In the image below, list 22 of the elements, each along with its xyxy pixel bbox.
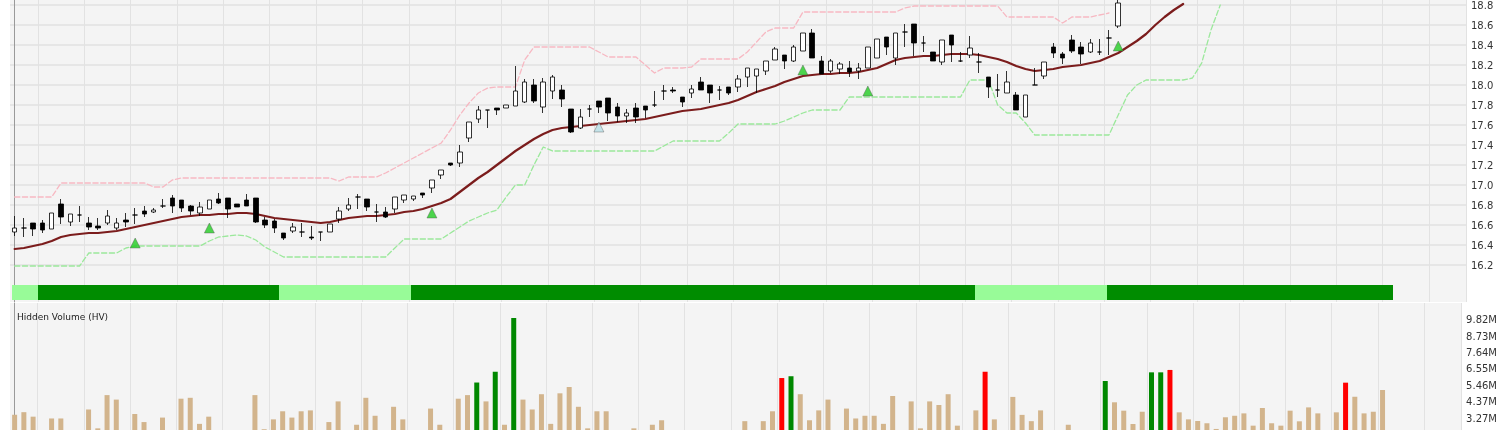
y-tick-label: 5.46M [1466, 379, 1498, 391]
y-tick-label: 8.73M [1466, 330, 1498, 342]
y-tick-label: 17.0 [1471, 179, 1494, 191]
text: Hidden Volume (HV) [17, 311, 109, 322]
y-tick-label: 18.6 [1471, 19, 1494, 31]
y-tick-label: 4.37M [1466, 396, 1498, 408]
y-tick-label: 18.2 [1471, 59, 1494, 71]
y-tick-label: 9.82M [1466, 314, 1498, 326]
y-tick-label: 16.8 [1471, 199, 1494, 211]
y-tick-label: 18.8 [1471, 0, 1494, 11]
y-tick-label: 17.2 [1471, 159, 1494, 171]
y-tick-label: 16.4 [1471, 239, 1494, 251]
y-tick-label: 17.4 [1471, 139, 1494, 151]
y-tick-label: 16.2 [1471, 259, 1494, 271]
y-tick-label: 7.64M [1466, 347, 1498, 359]
y-tick-label: 18.4 [1471, 39, 1494, 51]
y-tick-label: 17.6 [1471, 119, 1494, 131]
y-tick-label: 16.6 [1471, 219, 1494, 231]
y-tick-label: 18.0 [1471, 79, 1494, 91]
y-tick-label: 6.55M [1466, 363, 1498, 375]
y-tick-label: 17.8 [1471, 99, 1494, 111]
y-tick-label: 3.27M [1466, 412, 1498, 424]
